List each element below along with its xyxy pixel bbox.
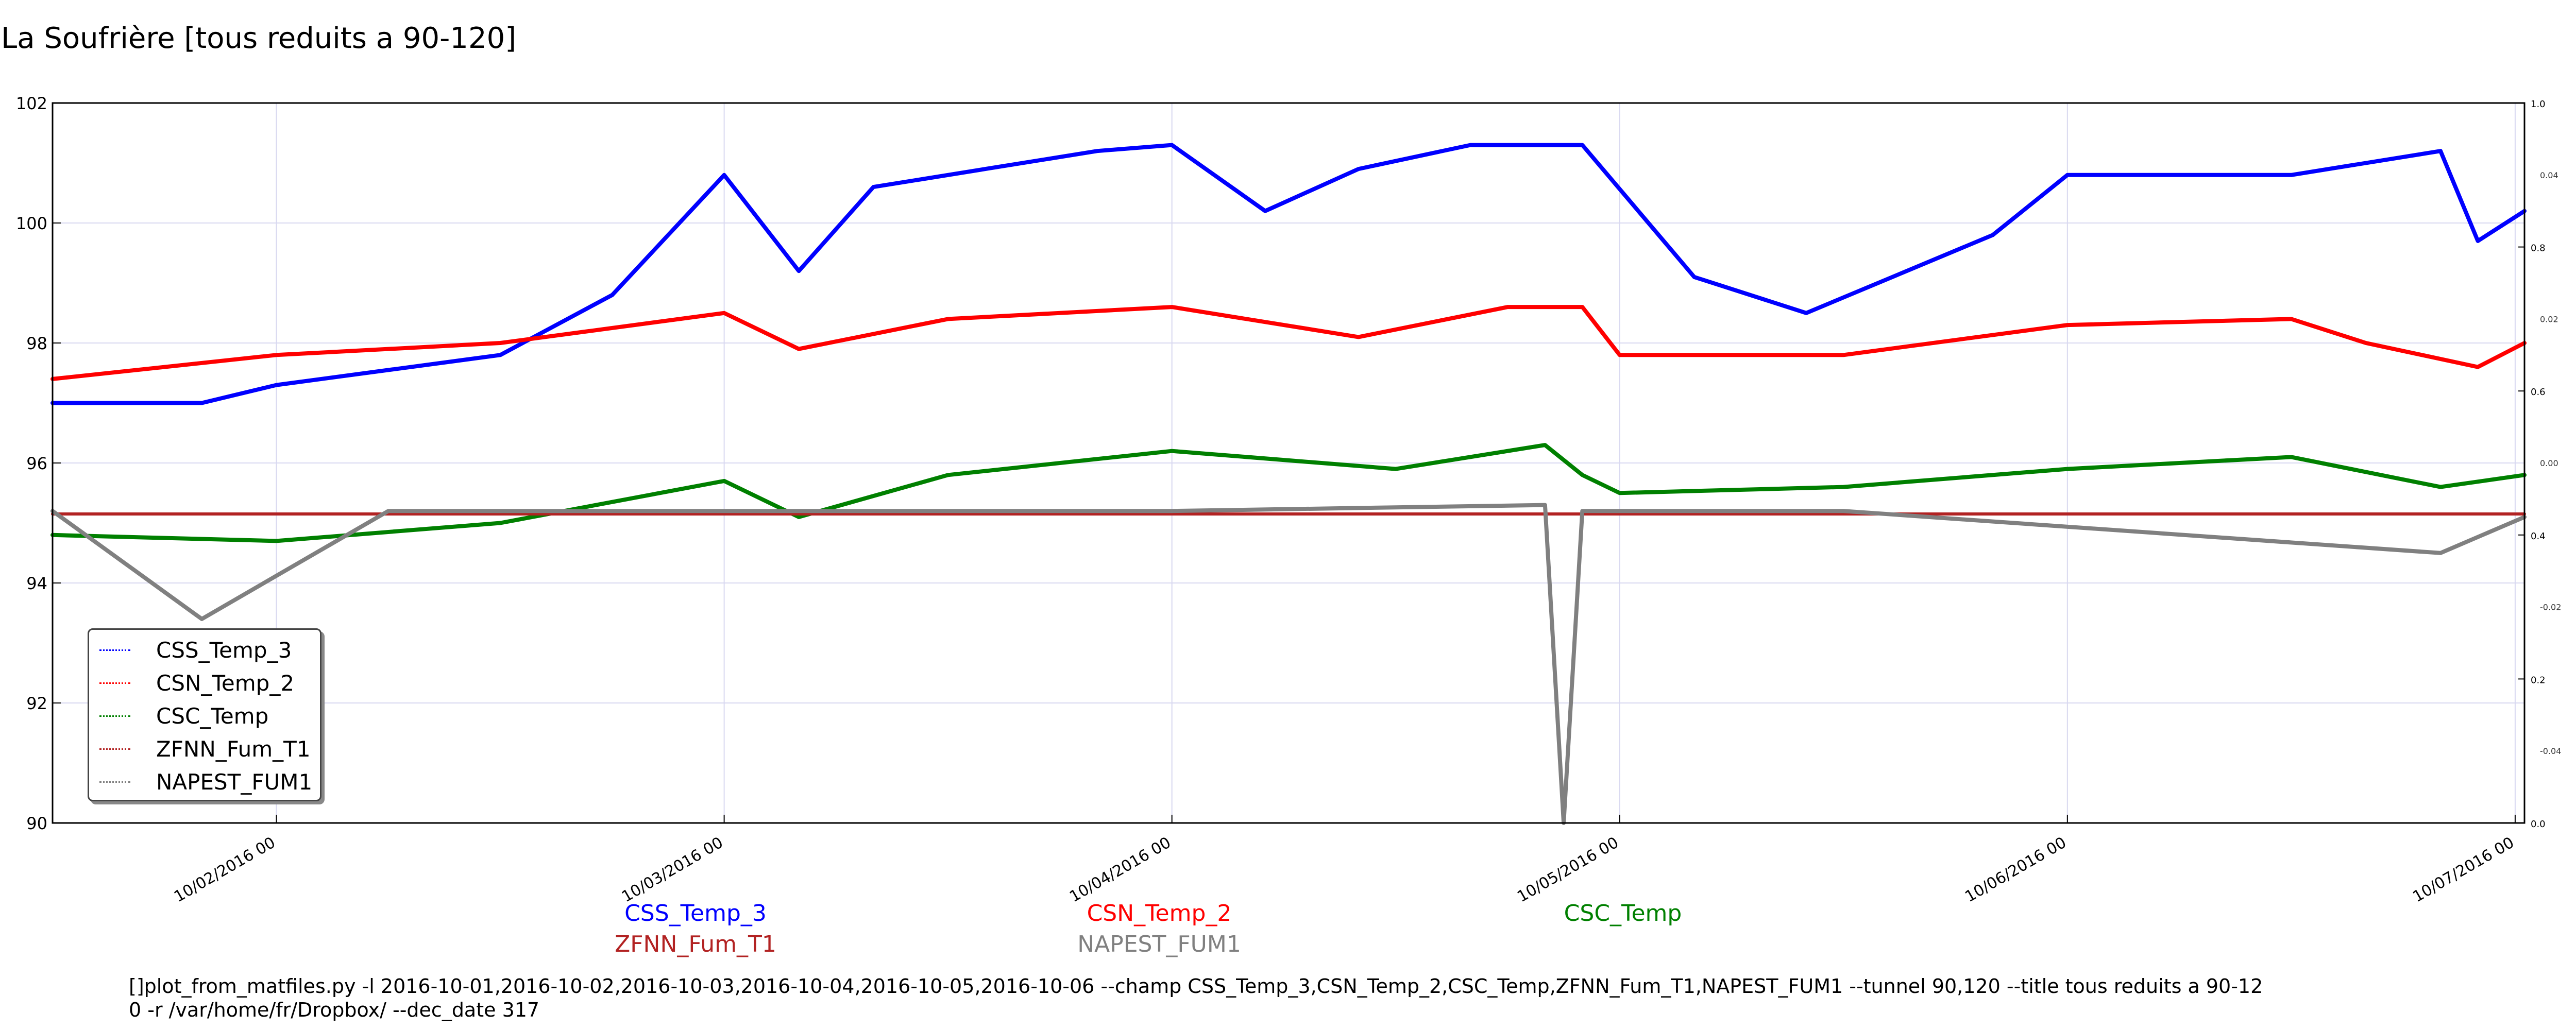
right-tick-label-secondary: 0.00: [2540, 458, 2558, 468]
right-tick-label-secondary: -0.02: [2540, 603, 2561, 612]
legend-entry: CSN_Temp_2: [89, 669, 320, 698]
legend-swatch: [99, 781, 130, 783]
series-line-napest-fum1: [50, 503, 2527, 825]
legend-entry: NAPEST_FUM1: [89, 768, 320, 797]
chart-title: La Soufrière [tous reduits a 90-120]: [1, 22, 517, 55]
legend-swatch: [99, 715, 130, 717]
legend-entry: ZFNN_Fum_T1: [89, 735, 320, 764]
right-axis: 0.0 0.2 0.4 0.6 0.8 1.0 -0.04 -0.02 0.00 0.02 0.04: [2518, 99, 2561, 830]
x-tick-label: 10/04/2016 00: [1066, 834, 1174, 906]
legend-entry: CSS_Temp_3: [89, 636, 320, 665]
legend-label: ZFNN_Fum_T1: [156, 736, 311, 762]
x-tick-label: 10/03/2016 00: [619, 834, 726, 906]
x-tick-label: 10/05/2016 00: [1514, 834, 1622, 906]
legend-label: CSC_Temp: [156, 703, 269, 729]
legend-label: CSN_Temp_2: [156, 671, 295, 696]
right-tick-label-secondary: 0.02: [2540, 314, 2558, 324]
y-tick-label: 100: [16, 214, 47, 233]
right-tick-label: 0.8: [2531, 243, 2546, 254]
legend-swatch: [99, 649, 130, 651]
legend-swatch: [99, 748, 130, 750]
x-tick-label: 10/02/2016 00: [171, 834, 279, 906]
x-tick-label: 10/07/2016 00: [2410, 834, 2517, 906]
x-tick-label: 10/06/2016 00: [1962, 834, 2070, 906]
series-line-csc-temp: [50, 443, 2527, 543]
legend-label: NAPEST_FUM1: [156, 769, 313, 795]
y-tick-label: 102: [16, 94, 47, 113]
bottom-legend-csc-temp: CSC_Temp: [1564, 900, 1682, 926]
right-tick-label-secondary: -0.04: [2540, 746, 2561, 756]
y-axis: 90 92 94 96 98 100 102: [16, 94, 61, 833]
y-tick-label: 90: [26, 814, 47, 833]
legend-label: CSS_Temp_3: [156, 638, 292, 663]
bottom-legend-zfnn-fum-t1: ZFNN_Fum_T1: [615, 931, 776, 957]
legend-entry: CSC_Temp: [89, 702, 320, 731]
y-tick-label: 96: [26, 454, 47, 473]
series-line-csn-temp-2: [50, 305, 2527, 381]
right-tick-label: 0.4: [2531, 531, 2546, 542]
y-tick-label: 98: [26, 334, 47, 353]
legend: CSS_Temp_3 CSN_Temp_2 CSC_Temp ZFNN_Fum_…: [88, 628, 321, 801]
bottom-legend-napest-fum1: NAPEST_FUM1: [1077, 931, 1241, 957]
y-tick-label: 94: [26, 574, 47, 593]
bottom-legend-csn-temp-2: CSN_Temp_2: [1087, 900, 1232, 926]
right-tick-label-secondary: 0.04: [2540, 170, 2558, 180]
bottom-legend-css-temp-3: CSS_Temp_3: [624, 900, 767, 926]
right-tick-label: 1.0: [2531, 99, 2546, 110]
right-tick-label: 0.2: [2531, 675, 2546, 685]
right-tick-label: 0.0: [2531, 819, 2546, 830]
command-line-text: []plot_from_matfiles.py -l 2016-10-01,20…: [129, 975, 2263, 1021]
x-axis: 10/02/2016 00 10/03/2016 00 10/04/2016 00 1…: [171, 815, 2517, 906]
series-layer: [50, 143, 2527, 825]
y-tick-label: 92: [26, 694, 47, 713]
series-line-css-temp-3: [50, 143, 2527, 405]
right-tick-label: 0.6: [2531, 387, 2546, 398]
legend-swatch: [99, 682, 130, 684]
